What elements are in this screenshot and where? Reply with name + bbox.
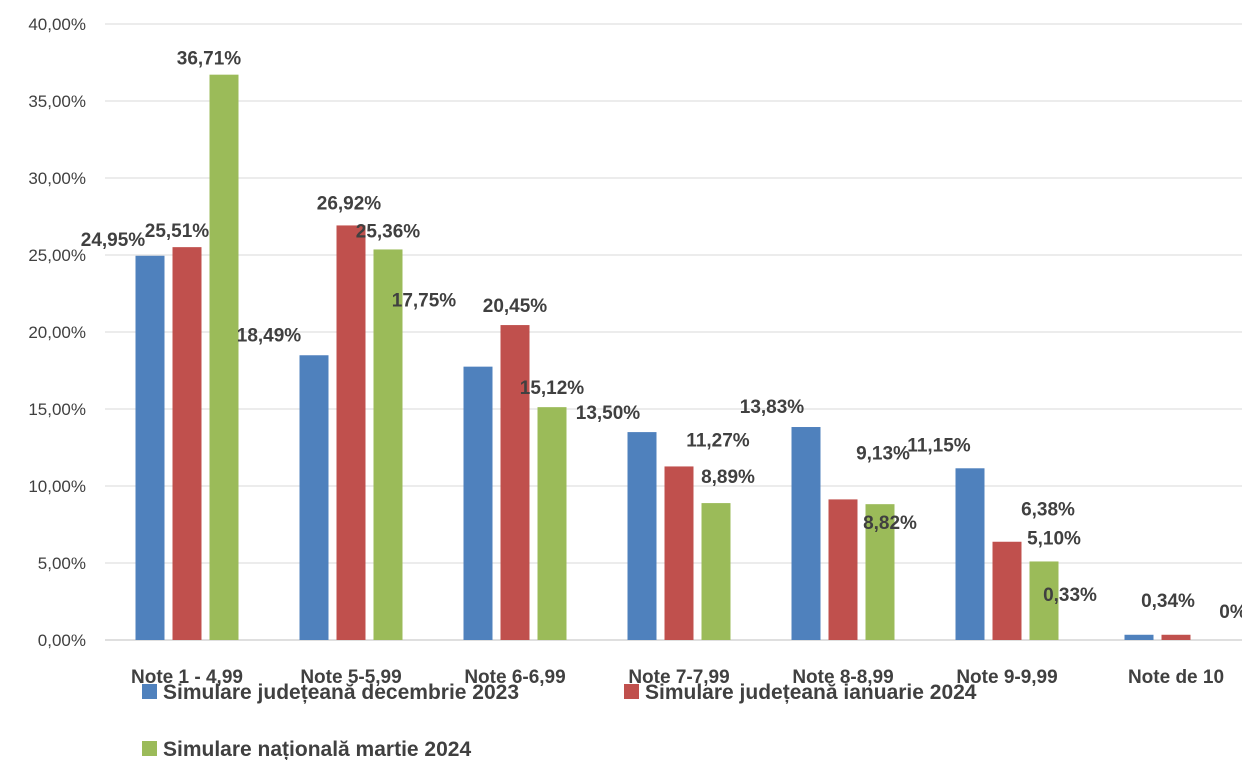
data-label: 0,34% (1141, 591, 1195, 612)
legend-swatch (142, 741, 157, 756)
legend-label: Simulare județeană ianuarie 2024 (645, 681, 977, 704)
x-axis-ticks: Note 1 - 4,99 Note 5-5,99 Note 6-6,99 Note … (131, 667, 1224, 688)
bar (955, 468, 985, 640)
x-tick-label: Note 9-9,99 (956, 667, 1057, 688)
data-labels: 24,95% 18,49% 17,75% 13,50% 13,83% 11,15% 0,33… (81, 49, 1242, 623)
x-tick-label: Note 7-7,99 (628, 667, 729, 688)
data-label: 5,10% (1027, 528, 1081, 549)
data-label: 25,36% (356, 221, 421, 242)
data-label: 20,45% (483, 296, 548, 317)
data-label: 6,38% (1021, 500, 1075, 521)
data-label: 8,82% (863, 513, 917, 534)
data-label: 11,27% (686, 430, 749, 451)
bar (463, 366, 493, 640)
bar (865, 504, 895, 640)
y-tick-label: 35,00% (28, 92, 86, 111)
y-tick-label: 10,00% (28, 477, 86, 496)
bar (172, 247, 202, 640)
data-label: 8,89% (701, 467, 755, 488)
data-label: 36,71% (177, 49, 242, 70)
data-label: 13,50% (576, 403, 641, 424)
data-label: 15,12% (520, 378, 585, 399)
x-tick-label: Note de 10 (1128, 667, 1224, 688)
bars (135, 74, 1191, 640)
data-label: 11,15% (907, 435, 970, 456)
bar (299, 355, 329, 640)
data-label: 18,49% (237, 325, 302, 346)
bar (1029, 561, 1059, 640)
bar (992, 541, 1022, 640)
bar (209, 74, 239, 640)
y-tick-label: 20,00% (28, 323, 86, 342)
legend-swatch (142, 684, 157, 699)
legend-swatch (624, 684, 639, 699)
x-tick-label: Note 1 - 4,99 (131, 667, 243, 688)
bar (336, 225, 366, 640)
data-label: 0% (1219, 602, 1242, 623)
data-label: 13,83% (740, 397, 805, 418)
bar (828, 499, 858, 640)
bar (664, 466, 694, 640)
data-label: 17,75% (392, 291, 457, 312)
data-label: 25,51% (145, 221, 210, 242)
legend-label: Simulare județeană decembrie 2023 (163, 681, 519, 704)
bar (701, 503, 731, 640)
y-tick-label: 30,00% (28, 169, 86, 188)
bar (791, 427, 821, 640)
bar (500, 325, 530, 640)
legend-item: Simulare județeană decembrie 2023 (142, 681, 519, 704)
x-tick-label: Note 6-6,99 (464, 667, 565, 688)
gridlines (105, 23, 1242, 641)
y-tick-label: 40,00% (28, 15, 86, 34)
data-label: 24,95% (81, 230, 146, 251)
legend-item: Simulare județeană ianuarie 2024 (624, 681, 977, 704)
bar (1161, 634, 1191, 640)
bar (135, 255, 165, 640)
data-label: 26,92% (317, 193, 382, 214)
data-label: 0,33% (1043, 585, 1097, 606)
bar (373, 249, 403, 640)
bar (627, 432, 657, 640)
x-tick-label: Note 5-5,99 (300, 667, 401, 688)
x-tick-label: Note 8-8,99 (792, 667, 893, 688)
y-tick-label: 25,00% (28, 246, 86, 265)
legend: Simulare județeană decembrie 2023 Simular… (142, 681, 977, 760)
legend-label: Simulare națională martie 2024 (163, 738, 471, 760)
data-label: 9,13% (856, 443, 910, 464)
y-tick-label: 15,00% (28, 400, 86, 419)
legend-item: Simulare națională martie 2024 (142, 738, 471, 760)
bar (1124, 634, 1154, 640)
y-axis-ticks: 0,00% 5,00% 10,00% 15,00% 20,00% 25,00% 30,00%… (28, 15, 86, 650)
y-tick-label: 0,00% (38, 631, 86, 650)
bar (537, 407, 567, 640)
y-tick-label: 5,00% (38, 554, 86, 573)
